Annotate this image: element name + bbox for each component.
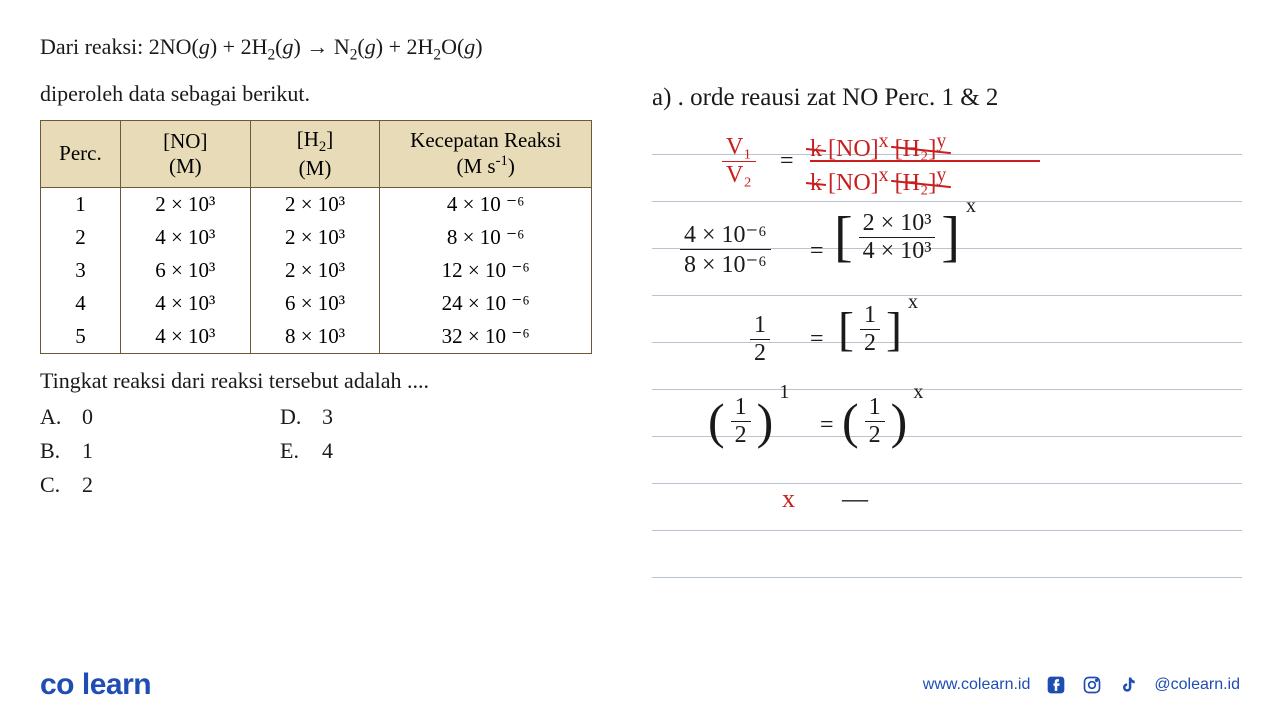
footer-site: www.colearn.id xyxy=(923,676,1031,694)
eq4-rhs: ( 1 2 ) x xyxy=(842,394,923,449)
handwritten-notes: a) . orde reausi zat NO Perc. 1 & 2 V₁ V… xyxy=(652,90,1242,600)
question-block: Dari reaksi: 2NO(g) + 2H2(g) → N2(g) + 2… xyxy=(40,30,610,502)
data-table: Perc. [NO](M) [H2](M) Kecepatan Reaksi(M… xyxy=(40,120,592,354)
question-prefix: Dari reaksi: xyxy=(40,34,149,59)
facebook-icon xyxy=(1046,675,1066,695)
table-header-row: Perc. [NO](M) [H2](M) Kecepatan Reaksi(M… xyxy=(41,120,592,187)
tiktok-icon xyxy=(1118,675,1138,695)
logo: co learn xyxy=(40,668,151,702)
final-dash: — xyxy=(842,484,868,514)
eq1-rhs-num: k [NO]x [H₂]y xyxy=(810,130,946,163)
eq4-equals: = xyxy=(820,412,834,439)
table-row: 1 2 3 4 5 2 × 10³ 4 × 10³ 6 × 10³ 4 × 10… xyxy=(41,187,592,353)
post-question: Tingkat reaksi dari reaksi tersebut adal… xyxy=(40,368,610,394)
eq4-lhs: ( 1 2 ) 1 xyxy=(708,394,789,449)
eq3-lhs: 1 2 xyxy=(750,312,770,367)
footer-handle: @colearn.id xyxy=(1154,676,1240,694)
option-e: E.4 xyxy=(280,434,520,468)
note-title: a) . orde reausi zat NO Perc. 1 & 2 xyxy=(652,84,998,112)
header-h2: [H2](M) xyxy=(250,120,380,187)
header-rate: Kecepatan Reaksi(M s-1) xyxy=(380,120,592,187)
options-col-right: D.3 E.4 xyxy=(280,400,520,502)
eq2-equals: = xyxy=(810,238,824,265)
eq1-equals: = xyxy=(780,148,794,175)
logo-learn: learn xyxy=(82,668,151,701)
footer: co learn www.colearn.id @colearn.id xyxy=(0,668,1280,702)
eq2-lhs: 4 × 10⁻⁶ 8 × 10⁻⁶ xyxy=(680,220,771,279)
answer-options: A.0 B.1 C.2 D.3 E.4 xyxy=(40,400,610,502)
eq3-rhs: [ 1 2 ] x xyxy=(838,302,918,357)
question-line1: Dari reaksi: 2NO(g) + 2H2(g) → N2(g) + 2… xyxy=(40,30,610,67)
options-col-left: A.0 B.1 C.2 xyxy=(40,400,280,502)
question-line2: diperoleh data sebagai berikut. xyxy=(40,77,610,110)
option-c: C.2 xyxy=(40,468,280,502)
option-b: B.1 xyxy=(40,434,280,468)
eq1-rhs-den: k [NO]x [H₂]y xyxy=(810,164,946,197)
header-no: [NO](M) xyxy=(120,120,250,187)
eq1-fracbar xyxy=(810,160,1040,162)
eq1-lhs: V₁ V₂ xyxy=(722,134,756,189)
option-d: D.3 xyxy=(280,400,520,434)
eq2-rhs: [ 2 × 10³ 4 × 10³ ] x xyxy=(834,210,976,265)
final-x: x xyxy=(782,484,795,514)
header-perc: Perc. xyxy=(41,120,121,187)
table-body: 1 2 3 4 5 2 × 10³ 4 × 10³ 6 × 10³ 4 × 10… xyxy=(41,187,592,353)
instagram-icon xyxy=(1082,675,1102,695)
logo-co: co xyxy=(40,668,74,701)
option-a: A.0 xyxy=(40,400,280,434)
eq3-equals: = xyxy=(810,326,824,353)
footer-right: www.colearn.id @colearn.id xyxy=(923,675,1240,695)
